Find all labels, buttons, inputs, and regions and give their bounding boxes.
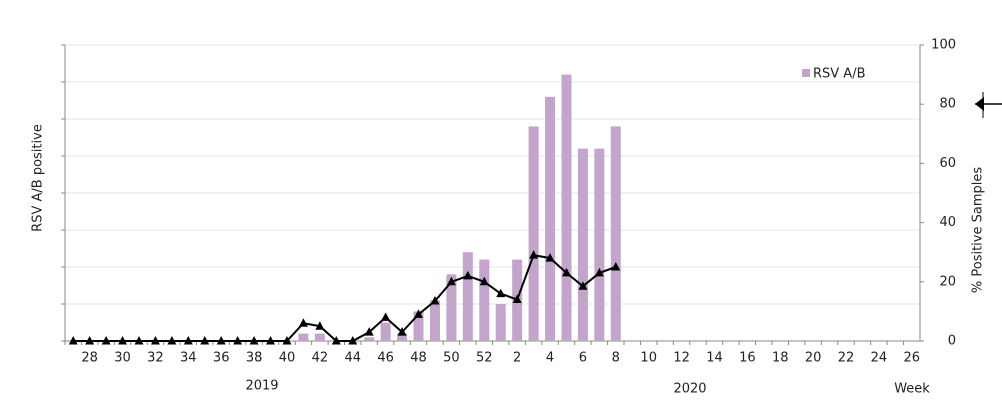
bar	[364, 337, 375, 341]
marker	[594, 267, 604, 277]
marker	[529, 250, 539, 259]
marker	[249, 336, 259, 345]
marker	[611, 262, 621, 271]
bar	[479, 259, 490, 341]
marker	[85, 336, 95, 345]
x-tick-label: 50	[443, 351, 460, 366]
marker	[414, 309, 424, 318]
x-tick-label: 36	[213, 351, 230, 366]
line	[73, 254, 617, 342]
bar	[545, 96, 556, 341]
y2-tick-label: 80	[939, 97, 956, 112]
y2-tick-label: 60	[939, 156, 956, 171]
marker	[282, 336, 292, 345]
bar	[397, 333, 408, 341]
marker	[298, 318, 308, 327]
y2-tick-label: 20	[939, 274, 956, 289]
x-tick-label: 44	[344, 351, 361, 366]
x-tick-label: 6	[579, 351, 587, 366]
marker	[446, 276, 456, 286]
marker	[200, 336, 210, 345]
x-tick-label: 20	[805, 351, 822, 366]
bar	[495, 304, 506, 341]
bar	[446, 274, 457, 341]
x-tick-label: 52	[476, 351, 493, 366]
y2-tick-label: 0	[948, 334, 956, 349]
x-tick-label: 22	[838, 351, 855, 366]
marker	[183, 336, 193, 345]
marker	[331, 336, 341, 345]
bar	[429, 300, 440, 341]
x-axis-label: Week	[894, 382, 930, 397]
x-tick-label: 46	[377, 351, 394, 366]
year-label: 2020	[673, 382, 706, 397]
bar	[561, 74, 572, 341]
x-tick-label: 10	[640, 351, 657, 366]
x-tick-label: 2	[513, 351, 521, 366]
bar	[413, 311, 424, 341]
marker	[545, 253, 555, 262]
bar	[380, 322, 391, 341]
y2-tick-label: 40	[939, 215, 956, 230]
x-tick-label: 40	[279, 351, 296, 366]
x-tick-label: 42	[312, 351, 329, 366]
x-tick-label: 8	[612, 351, 620, 366]
marker	[150, 336, 160, 345]
bar	[577, 148, 588, 341]
legend-swatch	[802, 69, 810, 77]
marker	[381, 312, 391, 321]
y2-tick-label: 100	[931, 38, 956, 53]
bar	[298, 333, 309, 341]
x-tick-label: 4	[546, 351, 554, 366]
y2-axis-label: % Positive Samples	[971, 167, 986, 293]
x-tick-label: 18	[772, 351, 789, 366]
marker	[496, 288, 506, 298]
marker	[512, 294, 522, 304]
marker	[578, 281, 588, 290]
marker	[315, 321, 325, 330]
marker	[430, 296, 440, 305]
marker	[68, 336, 78, 345]
marker	[463, 270, 473, 280]
x-tick-label: 16	[739, 351, 756, 366]
bar	[594, 148, 605, 341]
marker	[134, 336, 144, 345]
x-tick-label: 38	[246, 351, 263, 366]
bar	[528, 126, 539, 342]
bar	[610, 126, 621, 342]
marker	[233, 336, 243, 345]
year-label: 2019	[245, 379, 278, 394]
cut-legend-marker	[975, 92, 1002, 118]
marker	[266, 336, 276, 345]
marker	[364, 327, 374, 336]
x-tick-label: 32	[147, 351, 164, 366]
marker	[118, 336, 128, 345]
legend-label: RSV A/B	[813, 67, 866, 82]
x-tick-label: 12	[673, 351, 690, 366]
bar	[462, 252, 473, 341]
bar	[314, 333, 325, 341]
marker	[348, 336, 358, 345]
marker	[101, 336, 111, 345]
x-tick-label: 48	[410, 351, 427, 366]
y-axis-label: RSV A/B positive	[31, 124, 46, 232]
marker	[561, 267, 571, 277]
x-tick-label: 24	[871, 351, 888, 366]
x-tick-label: 14	[706, 351, 723, 366]
marker	[479, 276, 489, 286]
x-tick-label: 30	[114, 351, 131, 366]
x-tick-label: 26	[904, 351, 921, 366]
x-tick-label: 28	[81, 351, 98, 366]
x-tick-label: 34	[180, 351, 197, 366]
marker	[397, 327, 407, 336]
marker	[216, 336, 226, 345]
marker	[167, 336, 177, 345]
